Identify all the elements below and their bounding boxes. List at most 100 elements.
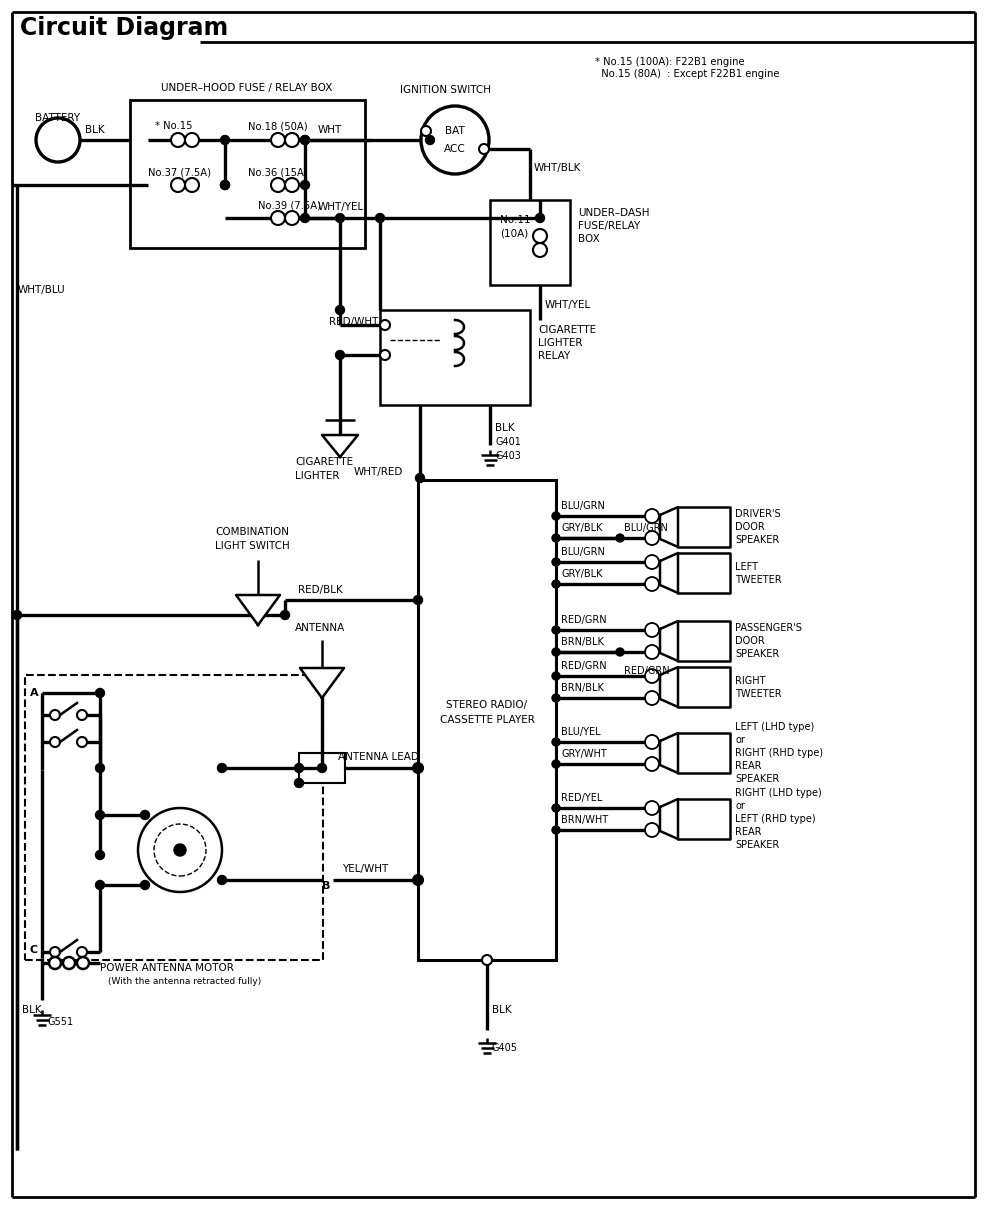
Circle shape xyxy=(375,214,385,222)
Text: SPEAKER: SPEAKER xyxy=(735,536,779,545)
Text: G403: G403 xyxy=(496,451,522,461)
Text: RIGHT (LHD type): RIGHT (LHD type) xyxy=(735,788,821,798)
Text: WHT/BLU: WHT/BLU xyxy=(18,285,65,295)
Text: RED/GRN: RED/GRN xyxy=(560,615,606,625)
Text: RELAY: RELAY xyxy=(537,351,570,361)
Bar xyxy=(380,310,529,405)
Text: UNDER–DASH: UNDER–DASH xyxy=(578,208,649,218)
Circle shape xyxy=(615,534,623,542)
Text: BLK: BLK xyxy=(495,423,514,433)
Circle shape xyxy=(184,133,199,147)
Circle shape xyxy=(413,764,422,773)
Circle shape xyxy=(551,511,559,520)
Circle shape xyxy=(49,958,61,968)
Text: BOX: BOX xyxy=(578,235,599,244)
Circle shape xyxy=(335,351,344,359)
Circle shape xyxy=(138,808,222,892)
Text: REAR: REAR xyxy=(735,827,761,837)
Text: SPEAKER: SPEAKER xyxy=(735,649,779,659)
Circle shape xyxy=(171,178,184,192)
Circle shape xyxy=(174,844,185,856)
Text: (10A): (10A) xyxy=(500,229,528,238)
Text: No.36 (15A): No.36 (15A) xyxy=(247,167,308,177)
Text: or: or xyxy=(735,735,744,745)
Circle shape xyxy=(96,880,105,890)
Circle shape xyxy=(413,875,422,885)
Polygon shape xyxy=(660,621,677,661)
Circle shape xyxy=(271,212,285,225)
Circle shape xyxy=(644,692,659,705)
Circle shape xyxy=(96,764,105,773)
Circle shape xyxy=(644,669,659,683)
Text: SPEAKER: SPEAKER xyxy=(735,774,779,783)
Text: BLK: BLK xyxy=(22,1005,41,1016)
Circle shape xyxy=(294,779,303,787)
Circle shape xyxy=(644,644,659,659)
Text: LEFT (RHD type): LEFT (RHD type) xyxy=(735,814,814,825)
Circle shape xyxy=(478,144,488,154)
Text: LIGHT SWITCH: LIGHT SWITCH xyxy=(215,540,290,551)
Text: WHT/YEL: WHT/YEL xyxy=(544,300,591,310)
Circle shape xyxy=(271,133,285,147)
Circle shape xyxy=(551,580,559,588)
Circle shape xyxy=(551,559,559,566)
Text: CASSETTE PLAYER: CASSETTE PLAYER xyxy=(439,715,533,725)
Text: REAR: REAR xyxy=(735,760,761,771)
Circle shape xyxy=(644,531,659,545)
Bar xyxy=(489,199,570,285)
Circle shape xyxy=(77,710,87,721)
Circle shape xyxy=(532,243,546,258)
Circle shape xyxy=(77,737,87,747)
Text: DOOR: DOOR xyxy=(735,636,764,646)
Text: B: B xyxy=(321,881,330,891)
Polygon shape xyxy=(300,669,344,698)
Circle shape xyxy=(96,850,105,860)
Text: FUSE/RELAY: FUSE/RELAY xyxy=(578,221,640,231)
Text: BLU/GRN: BLU/GRN xyxy=(560,546,604,557)
Text: RED/YEL: RED/YEL xyxy=(560,793,601,803)
Text: G551: G551 xyxy=(48,1017,74,1026)
Circle shape xyxy=(551,626,559,634)
Circle shape xyxy=(644,757,659,771)
Text: RED/BLK: RED/BLK xyxy=(298,585,342,595)
Text: No.18 (50A): No.18 (50A) xyxy=(247,121,308,131)
Circle shape xyxy=(154,825,206,877)
Text: BRN/BLK: BRN/BLK xyxy=(560,637,603,647)
Circle shape xyxy=(50,737,60,747)
Text: BAT: BAT xyxy=(445,126,464,135)
Text: RIGHT: RIGHT xyxy=(735,676,765,686)
Text: GRY/WHT: GRY/WHT xyxy=(560,750,606,759)
Circle shape xyxy=(425,135,434,145)
Text: DOOR: DOOR xyxy=(735,522,764,532)
Text: WHT/BLK: WHT/BLK xyxy=(533,163,581,173)
Polygon shape xyxy=(660,667,677,707)
Circle shape xyxy=(551,672,559,679)
Circle shape xyxy=(380,349,389,360)
Circle shape xyxy=(13,611,22,619)
Circle shape xyxy=(300,214,310,222)
Text: * No.15: * No.15 xyxy=(155,121,192,131)
Circle shape xyxy=(140,880,149,890)
Text: TWEETER: TWEETER xyxy=(735,688,781,699)
Circle shape xyxy=(294,764,303,773)
Text: BLU/GRN: BLU/GRN xyxy=(623,523,668,533)
Text: or: or xyxy=(735,802,744,811)
Text: LIGHTER: LIGHTER xyxy=(295,472,339,481)
Circle shape xyxy=(77,947,87,958)
Text: TWEETER: TWEETER xyxy=(735,574,781,584)
Circle shape xyxy=(551,804,559,812)
Text: PASSENGER'S: PASSENGER'S xyxy=(735,623,801,634)
Text: A: A xyxy=(30,688,38,698)
Text: RED/GRN: RED/GRN xyxy=(560,661,606,671)
Circle shape xyxy=(415,474,424,482)
Circle shape xyxy=(140,810,149,820)
Text: BLK: BLK xyxy=(491,1005,511,1016)
Circle shape xyxy=(50,710,60,721)
Circle shape xyxy=(481,955,491,965)
Text: (With the antenna retracted fully): (With the antenna retracted fully) xyxy=(107,978,261,987)
Text: BRN/WHT: BRN/WHT xyxy=(560,815,607,825)
Text: No.37 (7.5A): No.37 (7.5A) xyxy=(148,167,211,177)
Text: No.11: No.11 xyxy=(500,215,530,225)
Text: RED/GRN: RED/GRN xyxy=(623,666,669,676)
Text: G401: G401 xyxy=(496,436,522,447)
